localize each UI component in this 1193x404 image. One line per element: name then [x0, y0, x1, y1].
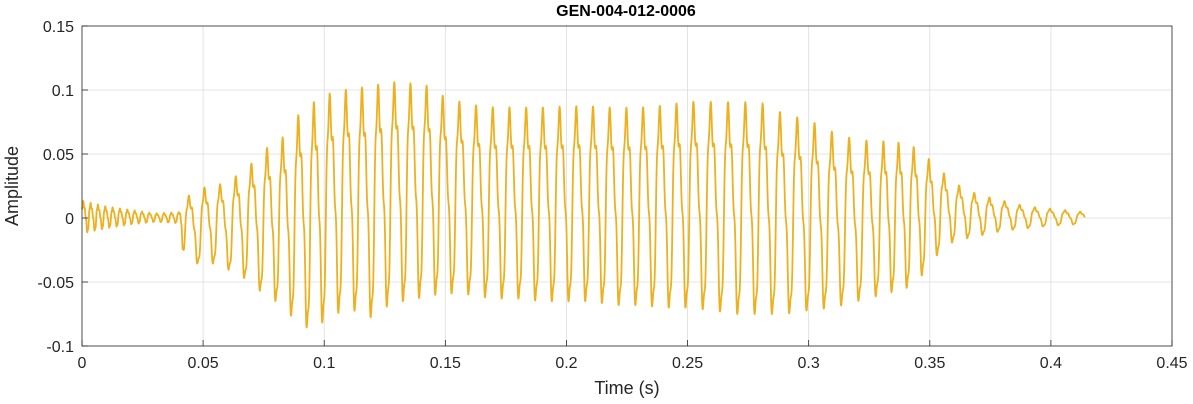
axes-box: [81, 25, 1173, 347]
x-tick-label: 0.05: [188, 355, 219, 372]
y-tick-label: 0.1: [52, 83, 74, 100]
y-axis-label: Amplitude: [2, 146, 22, 226]
x-tick-label: 0.15: [430, 355, 461, 372]
x-tick-label: 0.35: [914, 355, 945, 372]
chart-title: GEN-004-012-0006: [556, 3, 696, 20]
x-tick-label: 0.4: [1040, 355, 1062, 372]
y-axis-ticks: -0.1 -0.05 0 0.05 0.1 0.15: [38, 19, 88, 356]
x-tick-label: 0: [78, 355, 87, 372]
x-axis-ticks: 0 0.05 0.1 0.15 0.2 0.25 0.3 0.35 0.4 0.45: [78, 340, 1188, 372]
x-tick-label: 0.3: [798, 355, 820, 372]
y-tick-label: -0.05: [38, 275, 75, 292]
x-tick-label: 0.2: [555, 355, 577, 372]
waveform-line: [81, 81, 1086, 329]
y-tick-label: -0.1: [46, 339, 74, 356]
plot-area: [81, 81, 1086, 329]
x-tick-label: 0.25: [672, 355, 703, 372]
x-axis-label: Time (s): [594, 378, 659, 398]
x-tick-label: 0.45: [1156, 355, 1187, 372]
y-tick-label: 0: [65, 211, 74, 228]
x-tick-label: 0.1: [313, 355, 335, 372]
y-tick-label: 0.05: [43, 147, 74, 164]
y-tick-label: 0.15: [43, 19, 74, 36]
